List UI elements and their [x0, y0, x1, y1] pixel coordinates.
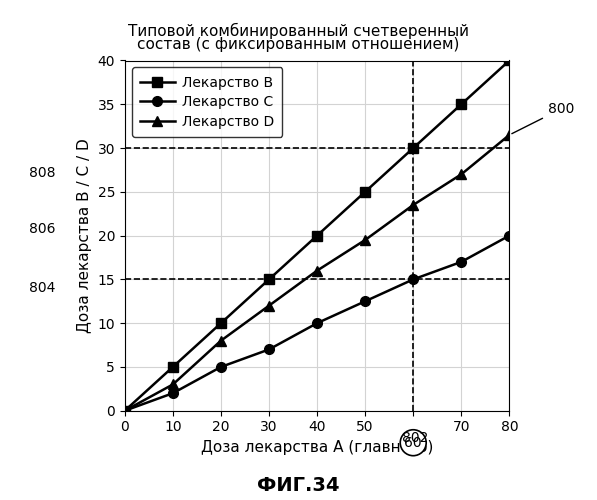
Лекарство D	[362, 237, 369, 243]
Лекарство C	[266, 346, 273, 352]
Лекарство C	[506, 232, 513, 238]
Лекарство D	[170, 382, 177, 388]
Text: 804: 804	[29, 281, 56, 295]
Лекарство D	[121, 408, 128, 414]
Лекарство C	[458, 259, 465, 265]
Лекарство C	[410, 276, 417, 282]
Line: Лекарство B: Лекарство B	[120, 56, 514, 416]
Text: 806: 806	[29, 222, 56, 235]
Text: Типовой комбинированный счетверенный: Типовой комбинированный счетверенный	[128, 22, 469, 38]
Лекарство D	[410, 202, 417, 208]
Text: 808: 808	[29, 166, 56, 179]
Text: 800: 800	[512, 102, 574, 134]
Line: Лекарство D: Лекарство D	[120, 130, 514, 416]
Лекарство D	[266, 302, 273, 308]
Text: ФИГ.34: ФИГ.34	[257, 476, 340, 495]
Лекарство C	[362, 298, 369, 304]
Лекарство C	[170, 390, 177, 396]
Лекарство B	[170, 364, 177, 370]
Лекарство B	[506, 58, 513, 64]
Y-axis label: Доза лекарства В / С / D: Доза лекарства В / С / D	[77, 138, 92, 333]
Text: 802: 802	[402, 431, 428, 445]
Лекарство B	[362, 189, 369, 195]
Лекарство B	[121, 408, 128, 414]
Лекарство C	[313, 320, 321, 326]
Лекарство D	[506, 132, 513, 138]
Лекарство B	[410, 145, 417, 151]
Лекарство B	[217, 320, 224, 326]
Лекарство C	[121, 408, 128, 414]
Лекарство D	[458, 172, 465, 177]
Лекарство B	[458, 102, 465, 107]
Лекарство D	[217, 338, 224, 344]
Legend: Лекарство B, Лекарство C, Лекарство D: Лекарство B, Лекарство C, Лекарство D	[132, 68, 282, 137]
Лекарство C	[217, 364, 224, 370]
Line: Лекарство C: Лекарство C	[120, 231, 514, 416]
Text: 60: 60	[404, 436, 422, 450]
Лекарство D	[313, 268, 321, 274]
Лекарство B	[266, 276, 273, 282]
Лекарство B	[313, 232, 321, 238]
X-axis label: Доза лекарства А (главного): Доза лекарства А (главного)	[201, 440, 433, 455]
Text: состав (с фиксированным отношением): состав (с фиксированным отношением)	[137, 38, 460, 52]
